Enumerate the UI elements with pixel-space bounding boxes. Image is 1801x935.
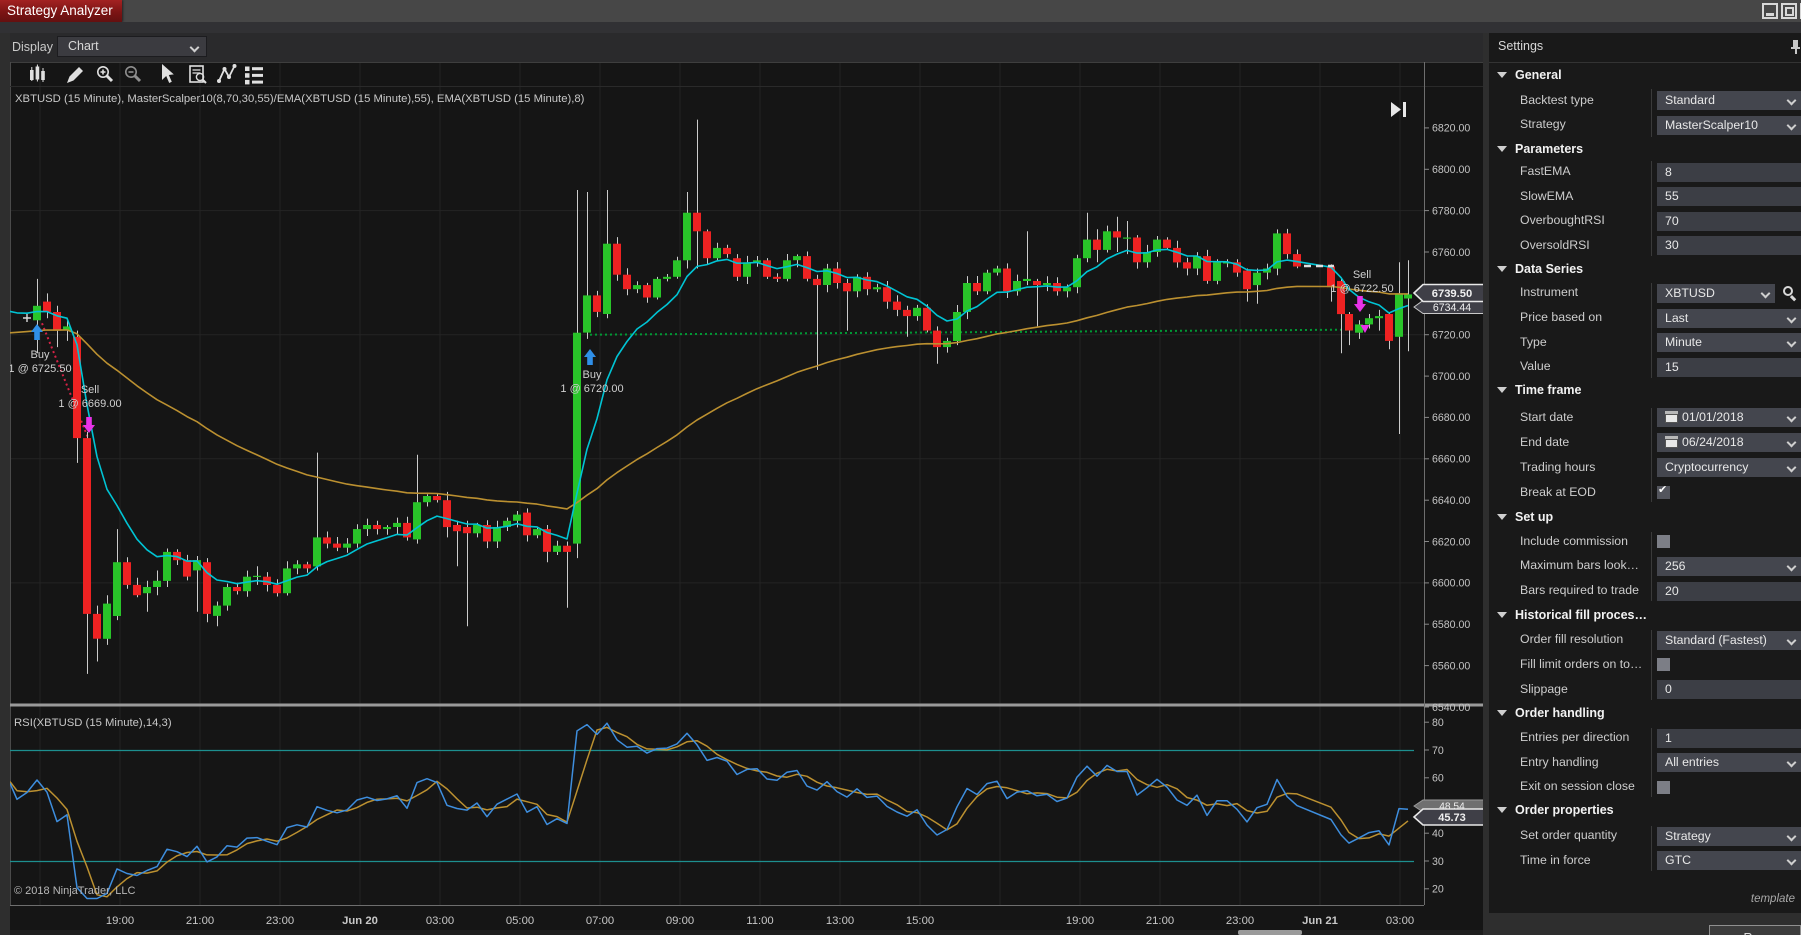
svg-text:1 @ 6722.50: 1 @ 6722.50 [1330,283,1393,295]
svg-text:07:00: 07:00 [586,915,614,927]
svg-text:1 @ 6725.50: 1 @ 6725.50 [10,363,72,375]
svg-text:6620.00: 6620.00 [1432,536,1470,548]
svg-text:09:00: 09:00 [666,915,694,927]
svg-text:Jun 21: Jun 21 [1302,915,1338,927]
svg-text:13:00: 13:00 [826,915,854,927]
svg-text:6640.00: 6640.00 [1432,495,1470,507]
svg-text:6540.00: 6540.00 [1432,702,1470,714]
svg-text:60: 60 [1432,773,1444,785]
svg-text:19:00: 19:00 [106,915,134,927]
svg-text:Sell: Sell [1353,269,1371,281]
svg-text:21:00: 21:00 [1146,915,1174,927]
svg-text:6560.00: 6560.00 [1432,660,1470,672]
svg-text:6780.00: 6780.00 [1432,205,1470,217]
svg-text:40: 40 [1432,828,1444,840]
svg-text:6734.44: 6734.44 [1433,302,1471,314]
svg-text:6680.00: 6680.00 [1432,412,1470,424]
svg-text:Buy: Buy [583,369,602,381]
svg-text:XBTUSD (15 Minute), MasterScal: XBTUSD (15 Minute), MasterScalper10(8,70… [15,93,585,105]
svg-text:RSI(XBTUSD (15 Minute),14,3): RSI(XBTUSD (15 Minute),14,3) [14,717,172,729]
svg-text:Jun 20: Jun 20 [342,915,378,927]
svg-text:70: 70 [1432,745,1444,757]
svg-text:20: 20 [1432,884,1444,896]
svg-text:6700.00: 6700.00 [1432,371,1470,383]
svg-text:23:00: 23:00 [266,915,294,927]
svg-text:11:00: 11:00 [746,915,773,927]
svg-text:6580.00: 6580.00 [1432,619,1470,631]
svg-text:30: 30 [1432,856,1444,868]
svg-text:1 @ 6669.00: 1 @ 6669.00 [58,398,121,410]
svg-text:6739.50: 6739.50 [1432,288,1472,300]
svg-text:15:00: 15:00 [906,915,934,927]
svg-text:6600.00: 6600.00 [1432,578,1470,590]
svg-text:Sell: Sell [81,384,99,396]
svg-text:6820.00: 6820.00 [1432,123,1470,135]
svg-text:80: 80 [1432,717,1444,729]
svg-text:03:00: 03:00 [1386,915,1414,927]
svg-text:Buy: Buy [31,349,50,361]
svg-text:48.54: 48.54 [1439,802,1465,813]
svg-text:1 @ 6720.00: 1 @ 6720.00 [560,383,623,395]
svg-text:6660.00: 6660.00 [1432,454,1470,466]
svg-text:© 2018 NinjaTrader, LLC: © 2018 NinjaTrader, LLC [14,885,135,897]
svg-text:05:00: 05:00 [506,915,534,927]
svg-text:21:00: 21:00 [186,915,214,927]
svg-text:6720.00: 6720.00 [1432,330,1470,342]
svg-text:19:00: 19:00 [1066,915,1094,927]
svg-text:6760.00: 6760.00 [1432,247,1470,259]
svg-text:23:00: 23:00 [1226,915,1254,927]
svg-text:03:00: 03:00 [426,915,454,927]
svg-text:45.73: 45.73 [1438,812,1466,824]
svg-text:6800.00: 6800.00 [1432,164,1470,176]
